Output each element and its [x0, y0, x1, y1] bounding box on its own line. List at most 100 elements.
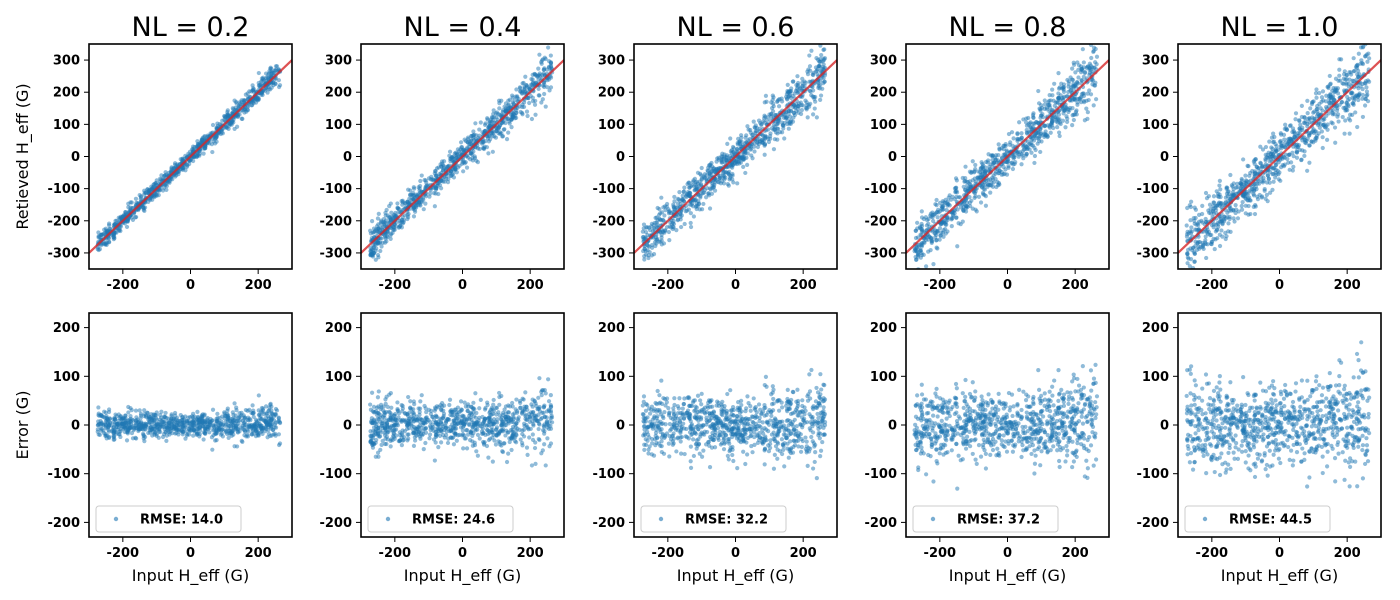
data-point [795, 88, 800, 93]
data-point [1243, 203, 1248, 208]
identity-line [89, 59, 292, 254]
data-point [259, 79, 264, 84]
data-point [1203, 190, 1209, 196]
data-point [1189, 199, 1194, 204]
data-point [678, 198, 683, 204]
data-point [725, 170, 731, 176]
data-point [791, 110, 796, 116]
data-point [940, 204, 946, 209]
data-point [805, 115, 810, 120]
data-point [983, 159, 989, 165]
data-point [1192, 218, 1197, 223]
data-point [106, 223, 112, 228]
data-point [273, 68, 278, 73]
data-point [477, 127, 482, 132]
data-point [1360, 61, 1366, 67]
data-point [1358, 84, 1363, 89]
data-point [1235, 181, 1240, 186]
data-point [1209, 232, 1214, 238]
data-point [757, 139, 762, 144]
data-point [688, 220, 693, 226]
data-point [1261, 175, 1266, 181]
data-point [1317, 90, 1322, 96]
data-point [1291, 137, 1296, 142]
data-point [1088, 63, 1093, 68]
data-point [958, 205, 964, 210]
data-point [459, 145, 465, 150]
data-point [1293, 117, 1298, 122]
data-point [936, 207, 941, 212]
data-point [369, 219, 375, 224]
data-point [782, 136, 787, 141]
data-point [1031, 111, 1036, 116]
data-point [1253, 156, 1258, 162]
data-point [1032, 160, 1037, 166]
data-point [721, 173, 726, 178]
data-point [520, 102, 525, 107]
data-point [106, 239, 112, 244]
data-point [524, 109, 530, 114]
data-point [664, 201, 670, 207]
data-point [1013, 160, 1018, 165]
data-point [701, 174, 706, 179]
data-point [465, 135, 471, 140]
data-point [460, 157, 466, 162]
x-tick-label: -200 [379, 278, 412, 293]
data-point [812, 106, 817, 111]
data-point [388, 236, 393, 241]
x-tick-label: 200 [1334, 278, 1361, 293]
y-tick-label: -100 [864, 182, 897, 197]
data-point [420, 199, 425, 204]
data-point [1228, 172, 1233, 178]
data-point [691, 178, 696, 183]
data-point [500, 134, 505, 139]
data-point [813, 65, 819, 70]
data-point [1076, 67, 1081, 72]
data-point [1218, 187, 1223, 192]
data-point [1286, 142, 1291, 147]
data-point [1260, 147, 1266, 152]
data-point [738, 143, 743, 149]
data-point [1021, 147, 1027, 152]
data-point [1187, 203, 1192, 208]
data-point [416, 192, 421, 197]
data-point [265, 90, 270, 95]
data-point [245, 103, 250, 109]
data-point [1307, 160, 1312, 165]
data-point [1351, 56, 1356, 61]
data-point [382, 234, 388, 239]
data-point [541, 67, 547, 72]
data-point [1185, 205, 1190, 211]
data-point [1291, 154, 1296, 159]
x-tick-label: 0 [458, 278, 467, 293]
data-point [643, 252, 649, 257]
data-point [1027, 141, 1032, 146]
data-point [1219, 228, 1224, 233]
data-point [1325, 84, 1330, 90]
data-point [1320, 135, 1325, 140]
data-point [1302, 153, 1307, 159]
data-point [523, 74, 528, 79]
data-point [743, 135, 748, 140]
data-point [928, 248, 933, 253]
data-point [536, 77, 541, 82]
data-point [503, 120, 508, 126]
data-point [705, 168, 710, 173]
data-point [1071, 84, 1076, 89]
data-point [427, 194, 432, 199]
data-point [506, 98, 511, 103]
y-tick-label: 0 [343, 150, 352, 165]
data-point [1300, 138, 1305, 143]
data-point [547, 88, 552, 93]
data-point [196, 142, 202, 147]
data-point [642, 257, 647, 262]
data-point [1217, 243, 1223, 249]
data-point [506, 102, 511, 107]
data-point [1330, 88, 1335, 93]
data-point [1199, 218, 1204, 223]
data-point [159, 409, 164, 414]
data-point [1211, 222, 1216, 227]
y-tick-label: 300 [1142, 54, 1169, 69]
data-point [1094, 62, 1099, 67]
data-point [1294, 150, 1300, 155]
